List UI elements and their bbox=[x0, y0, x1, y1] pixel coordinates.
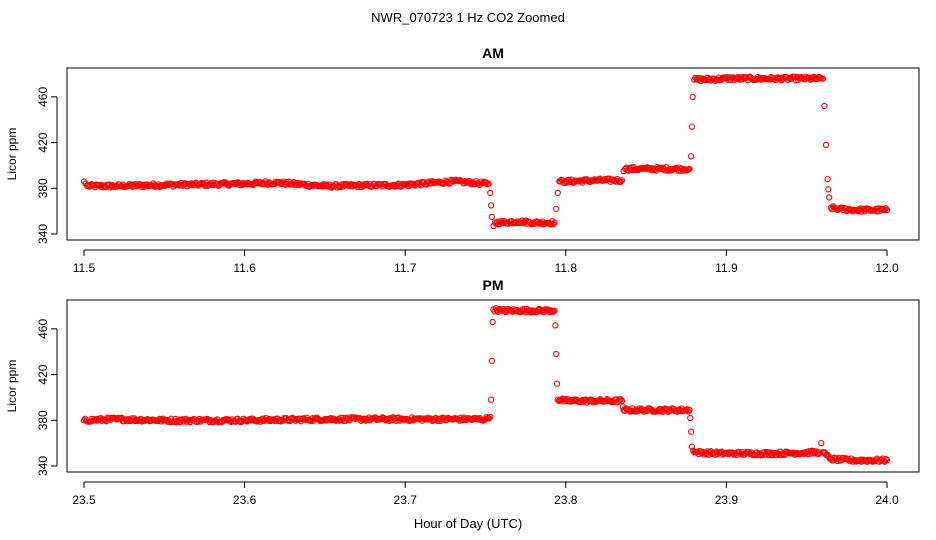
pm-data-point bbox=[591, 398, 598, 405]
pm-y-axis-label: Licor ppm bbox=[5, 360, 19, 413]
am-plot-frame bbox=[66, 67, 920, 241]
pm-y-tick-label: 460 bbox=[36, 319, 50, 339]
pm-data-point bbox=[487, 396, 495, 403]
pm-x-tick-label: 23.8 bbox=[554, 493, 578, 507]
am-data-point bbox=[667, 166, 674, 173]
am-y-tick-label: 460 bbox=[36, 87, 50, 107]
figure-title: NWR_070723 1 Hz CO2 Zoomed bbox=[371, 10, 565, 25]
am-data-point bbox=[826, 194, 833, 201]
pm-y-tick-label: 340 bbox=[36, 456, 50, 476]
pm-plot-frame bbox=[66, 299, 920, 473]
am-x-tick-label: 11.7 bbox=[394, 261, 417, 275]
pm-data-point bbox=[868, 457, 875, 464]
pm-data-point bbox=[359, 415, 366, 423]
am-x-tick-label: 11.6 bbox=[233, 261, 256, 275]
am-data-point bbox=[601, 175, 608, 183]
am-data-point bbox=[879, 206, 886, 213]
am-data-point bbox=[825, 186, 832, 193]
panel-am: AM 11.5 11.6 11.7 11.8 11.9 12.0 340 380 420 460 Li… bbox=[5, 45, 920, 275]
pm-data-point bbox=[485, 415, 493, 422]
pm-data-point bbox=[686, 406, 693, 414]
pm-data-point bbox=[488, 357, 496, 365]
am-data-point bbox=[487, 189, 494, 197]
am-y-tick-label: 420 bbox=[36, 132, 50, 152]
am-data-point bbox=[551, 219, 558, 226]
pm-y-tick-label: 420 bbox=[36, 364, 50, 384]
am-data-point bbox=[550, 220, 557, 228]
am-data-point bbox=[233, 180, 240, 187]
am-data-point bbox=[462, 179, 470, 186]
am-data-point bbox=[706, 75, 713, 82]
pm-x-tick-label: 23.7 bbox=[394, 493, 418, 507]
am-y-tick-label: 340 bbox=[36, 224, 50, 244]
am-y-axis-label: Licor ppm bbox=[5, 128, 19, 181]
pm-data-point bbox=[883, 457, 891, 464]
pm-y-tick-label: 380 bbox=[36, 410, 50, 430]
pm-data-points bbox=[80, 305, 891, 465]
pm-data-point bbox=[687, 428, 695, 435]
am-x-tick-label: 11.5 bbox=[73, 261, 96, 275]
pm-data-point bbox=[570, 397, 577, 404]
pm-panel-title: PM bbox=[483, 277, 504, 293]
pm-data-point bbox=[553, 350, 560, 358]
am-x-tick-label: 12.0 bbox=[875, 261, 899, 275]
am-data-point bbox=[590, 177, 597, 184]
pm-data-point bbox=[551, 307, 558, 314]
pm-data-point bbox=[91, 417, 99, 424]
pm-data-point bbox=[618, 397, 626, 405]
am-data-point bbox=[824, 175, 831, 183]
pm-data-point bbox=[688, 443, 696, 450]
am-x-tick-label: 11.8 bbox=[555, 261, 578, 275]
am-data-point bbox=[487, 202, 495, 209]
pm-data-point bbox=[503, 307, 511, 314]
pm-data-point bbox=[818, 439, 825, 447]
am-data-point bbox=[488, 213, 496, 221]
pm-data-point bbox=[326, 416, 333, 423]
am-data-points bbox=[80, 73, 891, 230]
pm-data-point bbox=[489, 318, 496, 326]
am-panel-title: AM bbox=[482, 45, 504, 61]
pm-x-tick-label: 23.5 bbox=[72, 493, 96, 507]
am-data-point bbox=[617, 178, 625, 185]
pm-data-point bbox=[351, 414, 358, 421]
am-data-point bbox=[821, 102, 828, 110]
am-data-point bbox=[618, 177, 626, 184]
am-data-point bbox=[689, 93, 696, 101]
pm-x-tick-label: 24.0 bbox=[875, 493, 899, 507]
am-data-point bbox=[883, 206, 891, 214]
pm-data-point bbox=[685, 408, 692, 415]
am-y-tick-label: 380 bbox=[36, 178, 50, 198]
pm-data-point bbox=[882, 455, 890, 463]
pm-data-point bbox=[321, 415, 329, 423]
am-data-point bbox=[686, 165, 693, 173]
am-data-point bbox=[548, 221, 555, 228]
pm-data-point bbox=[467, 415, 474, 423]
am-data-point bbox=[585, 177, 593, 184]
am-data-point bbox=[485, 180, 492, 187]
am-data-point bbox=[688, 123, 696, 130]
pm-data-point bbox=[550, 308, 557, 315]
pm-data-point bbox=[687, 414, 694, 422]
pm-data-point bbox=[754, 451, 761, 458]
am-data-point bbox=[822, 141, 830, 149]
am-data-point bbox=[553, 205, 560, 213]
am-x-tick-label: 11.9 bbox=[715, 261, 738, 275]
x-axis-label: Hour of Day (UTC) bbox=[414, 516, 522, 531]
am-data-point bbox=[465, 179, 472, 186]
am-data-point bbox=[554, 189, 561, 197]
pm-x-tick-label: 23.9 bbox=[715, 493, 739, 507]
pm-data-point bbox=[166, 418, 174, 426]
pm-data-point bbox=[553, 380, 561, 387]
pm-data-point bbox=[487, 413, 494, 421]
pm-x-tick-label: 23.6 bbox=[233, 493, 257, 507]
am-data-point bbox=[687, 153, 695, 160]
pm-data-point bbox=[552, 322, 559, 329]
am-data-point bbox=[819, 75, 826, 82]
panel-pm: PM 23.5 23.6 23.7 23.8 23.9 24.0 340 380 420 460 Li… bbox=[5, 277, 920, 507]
